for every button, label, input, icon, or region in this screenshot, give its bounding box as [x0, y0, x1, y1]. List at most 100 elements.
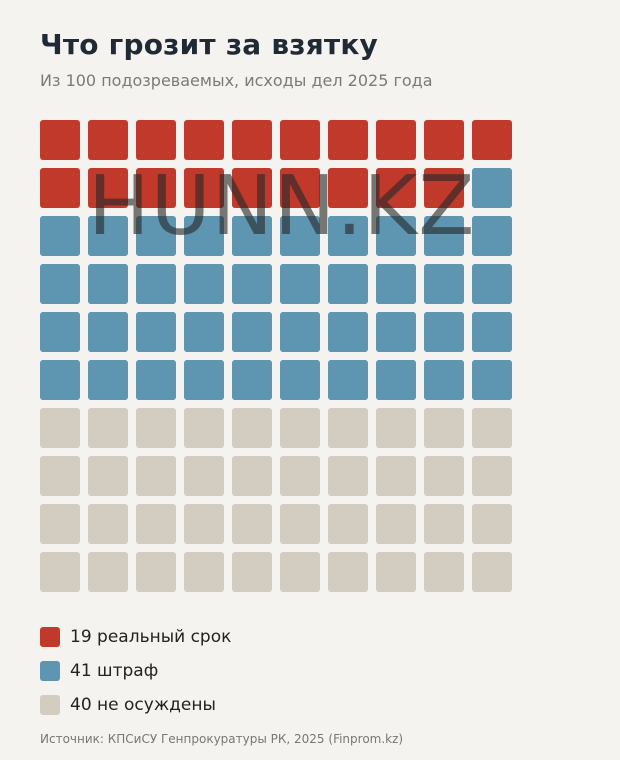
legend-label-prison: 19 реальный срок	[70, 627, 232, 647]
waffle-cell-not-convicted	[424, 408, 464, 448]
waffle-cell-not-convicted	[184, 552, 224, 592]
waffle-cell-fine	[376, 312, 416, 352]
waffle-cell-fine	[280, 360, 320, 400]
waffle-cell-fine	[88, 360, 128, 400]
waffle-cell-not-convicted	[40, 408, 80, 448]
waffle-cell-fine	[232, 216, 272, 256]
waffle-cell-fine	[136, 216, 176, 256]
waffle-cell-not-convicted	[376, 408, 416, 448]
waffle-cell-not-convicted	[280, 456, 320, 496]
waffle-cell-not-convicted	[424, 552, 464, 592]
waffle-cell-fine	[184, 264, 224, 304]
waffle-cell-fine	[232, 264, 272, 304]
waffle-cell-fine	[136, 360, 176, 400]
waffle-cell-fine	[472, 168, 512, 208]
waffle-cell-fine	[136, 264, 176, 304]
waffle-cell-fine	[88, 264, 128, 304]
waffle-cell-fine	[424, 312, 464, 352]
waffle-cell-not-convicted	[232, 408, 272, 448]
waffle-cell-not-convicted	[40, 504, 80, 544]
source-note: Источник: КПСиСУ Генпрокуратуры РК, 2025…	[40, 732, 404, 746]
waffle-cell-not-convicted	[280, 504, 320, 544]
legend-swatch-not-convicted	[40, 695, 60, 715]
waffle-cell-not-convicted	[136, 552, 176, 592]
waffle-cell-fine	[376, 360, 416, 400]
legend-label-not-convicted: 40 не осуждены	[70, 695, 216, 715]
waffle-cell-not-convicted	[40, 552, 80, 592]
waffle-cell-not-convicted	[472, 504, 512, 544]
waffle-cell-not-convicted	[472, 552, 512, 592]
legend-swatch-prison	[40, 627, 60, 647]
waffle-cell-prison	[136, 168, 176, 208]
waffle-cell-prison	[184, 168, 224, 208]
legend-label-fine: 41 штраф	[70, 661, 159, 681]
waffle-cell-fine	[472, 264, 512, 304]
waffle-cell-fine	[184, 360, 224, 400]
waffle-cell-fine	[232, 312, 272, 352]
legend-item-prison: 19 реальный срок	[40, 620, 231, 654]
chart-title: Что грозит за взятку	[40, 28, 378, 61]
waffle-cell-not-convicted	[424, 456, 464, 496]
waffle-cell-not-convicted	[232, 504, 272, 544]
waffle-cell-fine	[280, 312, 320, 352]
waffle-cell-prison	[376, 120, 416, 160]
waffle-cell-prison	[88, 120, 128, 160]
waffle-cell-fine	[136, 312, 176, 352]
waffle-cell-not-convicted	[184, 504, 224, 544]
waffle-cell-not-convicted	[40, 456, 80, 496]
waffle-cell-fine	[424, 216, 464, 256]
waffle-cell-prison	[472, 120, 512, 160]
legend-swatch-fine	[40, 661, 60, 681]
waffle-cell-not-convicted	[424, 504, 464, 544]
waffle-cell-prison	[376, 168, 416, 208]
waffle-cell-fine	[184, 312, 224, 352]
waffle-cell-not-convicted	[472, 408, 512, 448]
legend-item-fine: 41 штраф	[40, 654, 231, 688]
waffle-cell-fine	[376, 216, 416, 256]
waffle-cell-prison	[328, 168, 368, 208]
waffle-cell-fine	[328, 312, 368, 352]
waffle-cell-fine	[328, 216, 368, 256]
waffle-cell-prison	[280, 168, 320, 208]
waffle-cell-fine	[376, 264, 416, 304]
legend-item-not-convicted: 40 не осуждены	[40, 688, 231, 722]
waffle-cell-prison	[424, 168, 464, 208]
waffle-cell-prison	[232, 168, 272, 208]
waffle-chart	[40, 120, 512, 592]
waffle-cell-prison	[88, 168, 128, 208]
waffle-cell-fine	[472, 216, 512, 256]
waffle-cell-fine	[424, 264, 464, 304]
waffle-cell-fine	[424, 360, 464, 400]
waffle-cell-not-convicted	[136, 408, 176, 448]
waffle-cell-not-convicted	[280, 408, 320, 448]
chart-subtitle: Из 100 подозреваемых, исходы дел 2025 го…	[40, 71, 433, 90]
waffle-cell-prison	[280, 120, 320, 160]
waffle-cell-fine	[472, 312, 512, 352]
waffle-cell-prison	[136, 120, 176, 160]
waffle-cell-prison	[232, 120, 272, 160]
waffle-cell-fine	[88, 216, 128, 256]
waffle-cell-fine	[40, 264, 80, 304]
waffle-cell-fine	[328, 360, 368, 400]
waffle-cell-not-convicted	[88, 456, 128, 496]
waffle-cell-not-convicted	[88, 408, 128, 448]
waffle-cell-not-convicted	[376, 456, 416, 496]
waffle-cell-not-convicted	[184, 408, 224, 448]
waffle-cell-not-convicted	[232, 456, 272, 496]
waffle-cell-not-convicted	[376, 504, 416, 544]
waffle-cell-not-convicted	[328, 408, 368, 448]
waffle-cell-fine	[328, 264, 368, 304]
waffle-cell-fine	[280, 264, 320, 304]
waffle-cell-not-convicted	[328, 456, 368, 496]
waffle-cell-not-convicted	[376, 552, 416, 592]
waffle-cell-prison	[184, 120, 224, 160]
waffle-cell-not-convicted	[136, 504, 176, 544]
waffle-cell-not-convicted	[88, 504, 128, 544]
legend: 19 реальный срок 41 штраф 40 не осуждены	[40, 620, 231, 722]
waffle-cell-not-convicted	[184, 456, 224, 496]
waffle-cell-fine	[280, 216, 320, 256]
waffle-cell-prison	[424, 120, 464, 160]
waffle-cell-not-convicted	[232, 552, 272, 592]
waffle-cell-fine	[40, 312, 80, 352]
waffle-cell-prison	[40, 120, 80, 160]
